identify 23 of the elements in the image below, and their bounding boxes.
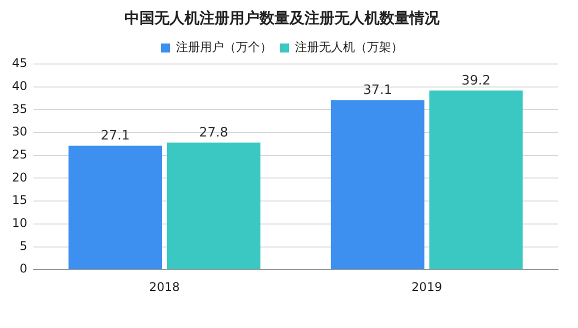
legend-label: 注册用户（万个） bbox=[176, 40, 272, 54]
x-tick-label: 2018 bbox=[149, 280, 180, 294]
y-tick-label: 25 bbox=[12, 148, 28, 162]
y-tick-label: 30 bbox=[12, 124, 28, 139]
bar bbox=[166, 142, 260, 270]
y-tick-label: 40 bbox=[12, 78, 28, 93]
data-label: 27.1 bbox=[100, 128, 130, 144]
y-tick-label: 45 bbox=[12, 56, 28, 70]
y-tick-label: 35 bbox=[12, 102, 28, 116]
y-tick-label: 10 bbox=[12, 216, 28, 230]
y-tick-label: 5 bbox=[20, 238, 28, 253]
chart-title: 中国无人机注册用户数量及注册无人机数量情况 bbox=[124, 8, 440, 27]
bar bbox=[330, 100, 424, 270]
data-label: 27.8 bbox=[199, 125, 228, 140]
y-tick-label: 15 bbox=[12, 193, 28, 208]
y-tick-label: 20 bbox=[12, 170, 28, 184]
bar bbox=[429, 90, 523, 270]
legend-label: 注册无人机（万架） bbox=[295, 40, 403, 54]
y-tick-label: 0 bbox=[20, 262, 28, 276]
x-tick-label: 2019 bbox=[412, 280, 442, 294]
bar bbox=[68, 146, 162, 270]
data-label: 39.2 bbox=[462, 73, 490, 88]
data-label: 37.1 bbox=[363, 82, 392, 98]
